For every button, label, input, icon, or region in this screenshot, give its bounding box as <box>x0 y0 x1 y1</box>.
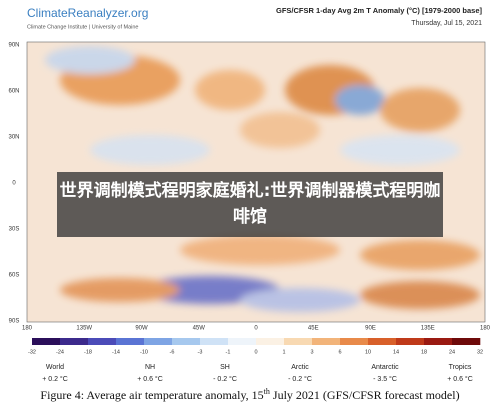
map-title: GFS/CFSR 1-day Avg 2m T Anomaly (°C) [19… <box>276 6 482 15</box>
lon-label: 45W <box>193 326 206 332</box>
lon-label: 45E <box>308 326 319 332</box>
region-value: + 0.6 °C <box>447 375 473 383</box>
lat-label: 0 <box>12 181 16 187</box>
colorbar-label: 3 <box>310 349 313 355</box>
lat-label: 60N <box>8 89 19 95</box>
lon-label: 135E <box>421 326 435 332</box>
colorbar-label: -10 <box>140 349 148 355</box>
logo-subtitle: Climate Change Institute | University of… <box>27 24 138 30</box>
colorbar-swatch <box>172 338 201 345</box>
region-value: - 0.2 °C <box>288 375 312 383</box>
lat-label: 30N <box>8 135 19 141</box>
lon-label: 90E <box>365 326 376 332</box>
colorbar-label: 1 <box>282 349 285 355</box>
colorbar-label: -14 <box>112 349 120 355</box>
colorbar-swatch <box>452 338 481 345</box>
region-value: + 0.6 °C <box>137 375 163 383</box>
lon-label: 0 <box>254 326 258 332</box>
region-name: Tropics <box>449 364 472 371</box>
colorbar-label: 14 <box>393 349 399 355</box>
colorbar-swatch <box>340 338 369 345</box>
region-value: - 3.5 °C <box>373 375 397 383</box>
lat-label: 30S <box>9 227 20 233</box>
region-name: Arctic <box>291 364 309 371</box>
colorbar-label: -18 <box>84 349 92 355</box>
lat-label: 90S <box>9 319 20 325</box>
colorbar-swatch <box>284 338 313 345</box>
colorbar-swatch <box>88 338 117 345</box>
colorbar-swatch <box>396 338 425 345</box>
colorbar-swatch <box>312 338 341 345</box>
lon-label: 135W <box>76 326 92 332</box>
colorbar-label: 10 <box>365 349 371 355</box>
colorbar-label: 18 <box>421 349 427 355</box>
colorbar-label: 6 <box>338 349 341 355</box>
colorbar-label: -3 <box>198 349 203 355</box>
lat-label: 90N <box>8 43 19 49</box>
region-name: SH <box>220 364 230 371</box>
caption: Figure 4: Average air temperature anomal… <box>40 387 459 402</box>
colorbar-label: -24 <box>56 349 64 355</box>
colorbar-swatch <box>256 338 285 345</box>
region-name: World <box>46 364 64 371</box>
colorbar-label: -32 <box>28 349 36 355</box>
watermark-overlay: 世界调制模式程明家庭婚礼:世界调制器模式程明咖啡馆 <box>57 172 443 237</box>
colorbar-swatch <box>116 338 145 345</box>
colorbar-label: -6 <box>170 349 175 355</box>
colorbar-swatch <box>144 338 173 345</box>
colorbar-swatch <box>200 338 229 345</box>
colorbar-label: 32 <box>477 349 483 355</box>
lon-label: 180 <box>480 326 491 332</box>
caption-text: Figure 4: Average air temperature anomal… <box>40 388 263 402</box>
region-value: + 0.2 °C <box>42 375 68 383</box>
region-name: NH <box>145 364 155 371</box>
colorbar-swatch <box>228 338 257 345</box>
lon-label: 180 <box>22 326 33 332</box>
logo: ClimateReanalyzer.org <box>27 6 148 20</box>
caption-superscript: th <box>264 387 270 396</box>
colorbar-swatch <box>32 338 61 345</box>
colorbar-label: 24 <box>449 349 455 355</box>
colorbar-label: -1 <box>226 349 231 355</box>
region-name: Antarctic <box>371 364 399 371</box>
lon-label: 90W <box>135 326 148 332</box>
colorbar-label: 0 <box>254 349 257 355</box>
lat-label: 60S <box>9 273 20 279</box>
colorbar-swatch <box>424 338 453 345</box>
caption-text: July 2021 (GFS/CFSR forecast model) <box>270 388 460 402</box>
map-date: Thursday, Jul 15, 2021 <box>411 20 482 27</box>
colorbar-swatch <box>368 338 397 345</box>
region-value: - 0.2 °C <box>213 375 237 383</box>
colorbar-swatch <box>60 338 89 345</box>
